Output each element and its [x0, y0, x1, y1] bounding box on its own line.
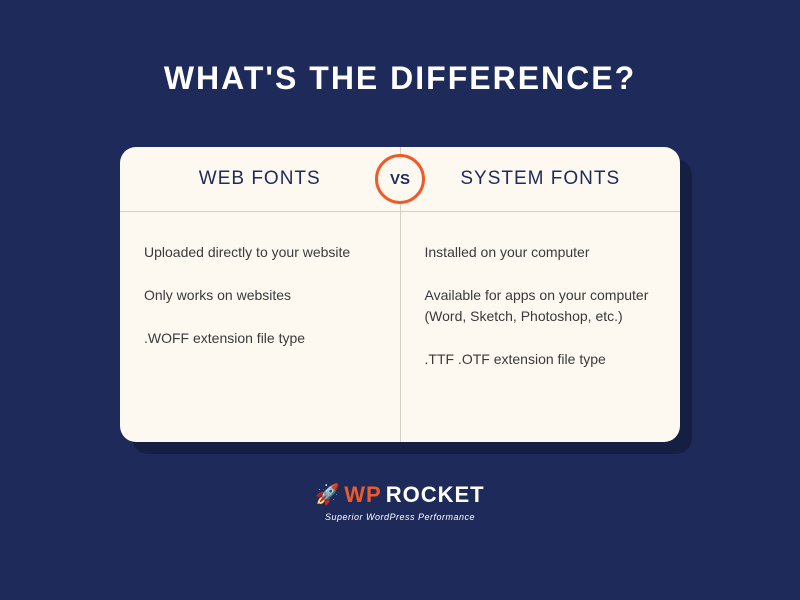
vs-badge: VS — [375, 154, 425, 204]
main-title: WHAT'S THE DIFFERENCE? — [164, 60, 636, 97]
right-item-2: .TTF .OTF extension file type — [425, 349, 657, 370]
left-item-2: .WOFF extension file type — [144, 328, 376, 349]
logo-area: 🚀 WP ROCKET Superior WordPress Performan… — [315, 482, 484, 522]
logo-row: 🚀 WP ROCKET — [315, 482, 484, 508]
rocket-icon: 🚀 — [315, 485, 340, 505]
left-column-body: Uploaded directly to your website Only w… — [120, 212, 401, 442]
infographic-container: WHAT'S THE DIFFERENCE? WEB FONTS SYSTEM … — [0, 0, 800, 600]
logo-rocket-text: ROCKET — [386, 482, 485, 508]
right-item-1: Available for apps on your computer (Wor… — [425, 285, 657, 327]
logo-tagline: Superior WordPress Performance — [325, 512, 475, 522]
comparison-card: WEB FONTS SYSTEM FONTS VS Uploaded direc… — [120, 147, 680, 442]
card-header: WEB FONTS SYSTEM FONTS VS — [120, 147, 680, 211]
comparison-card-wrapper: WEB FONTS SYSTEM FONTS VS Uploaded direc… — [120, 147, 680, 442]
right-column-header: SYSTEM FONTS — [401, 147, 681, 211]
left-column-header: WEB FONTS — [120, 147, 401, 211]
left-item-1: Only works on websites — [144, 285, 376, 306]
right-column-body: Installed on your computer Available for… — [401, 212, 681, 442]
right-item-0: Installed on your computer — [425, 242, 657, 263]
left-item-0: Uploaded directly to your website — [144, 242, 376, 263]
logo-wp-text: WP — [344, 482, 381, 508]
card-body: Uploaded directly to your website Only w… — [120, 212, 680, 442]
